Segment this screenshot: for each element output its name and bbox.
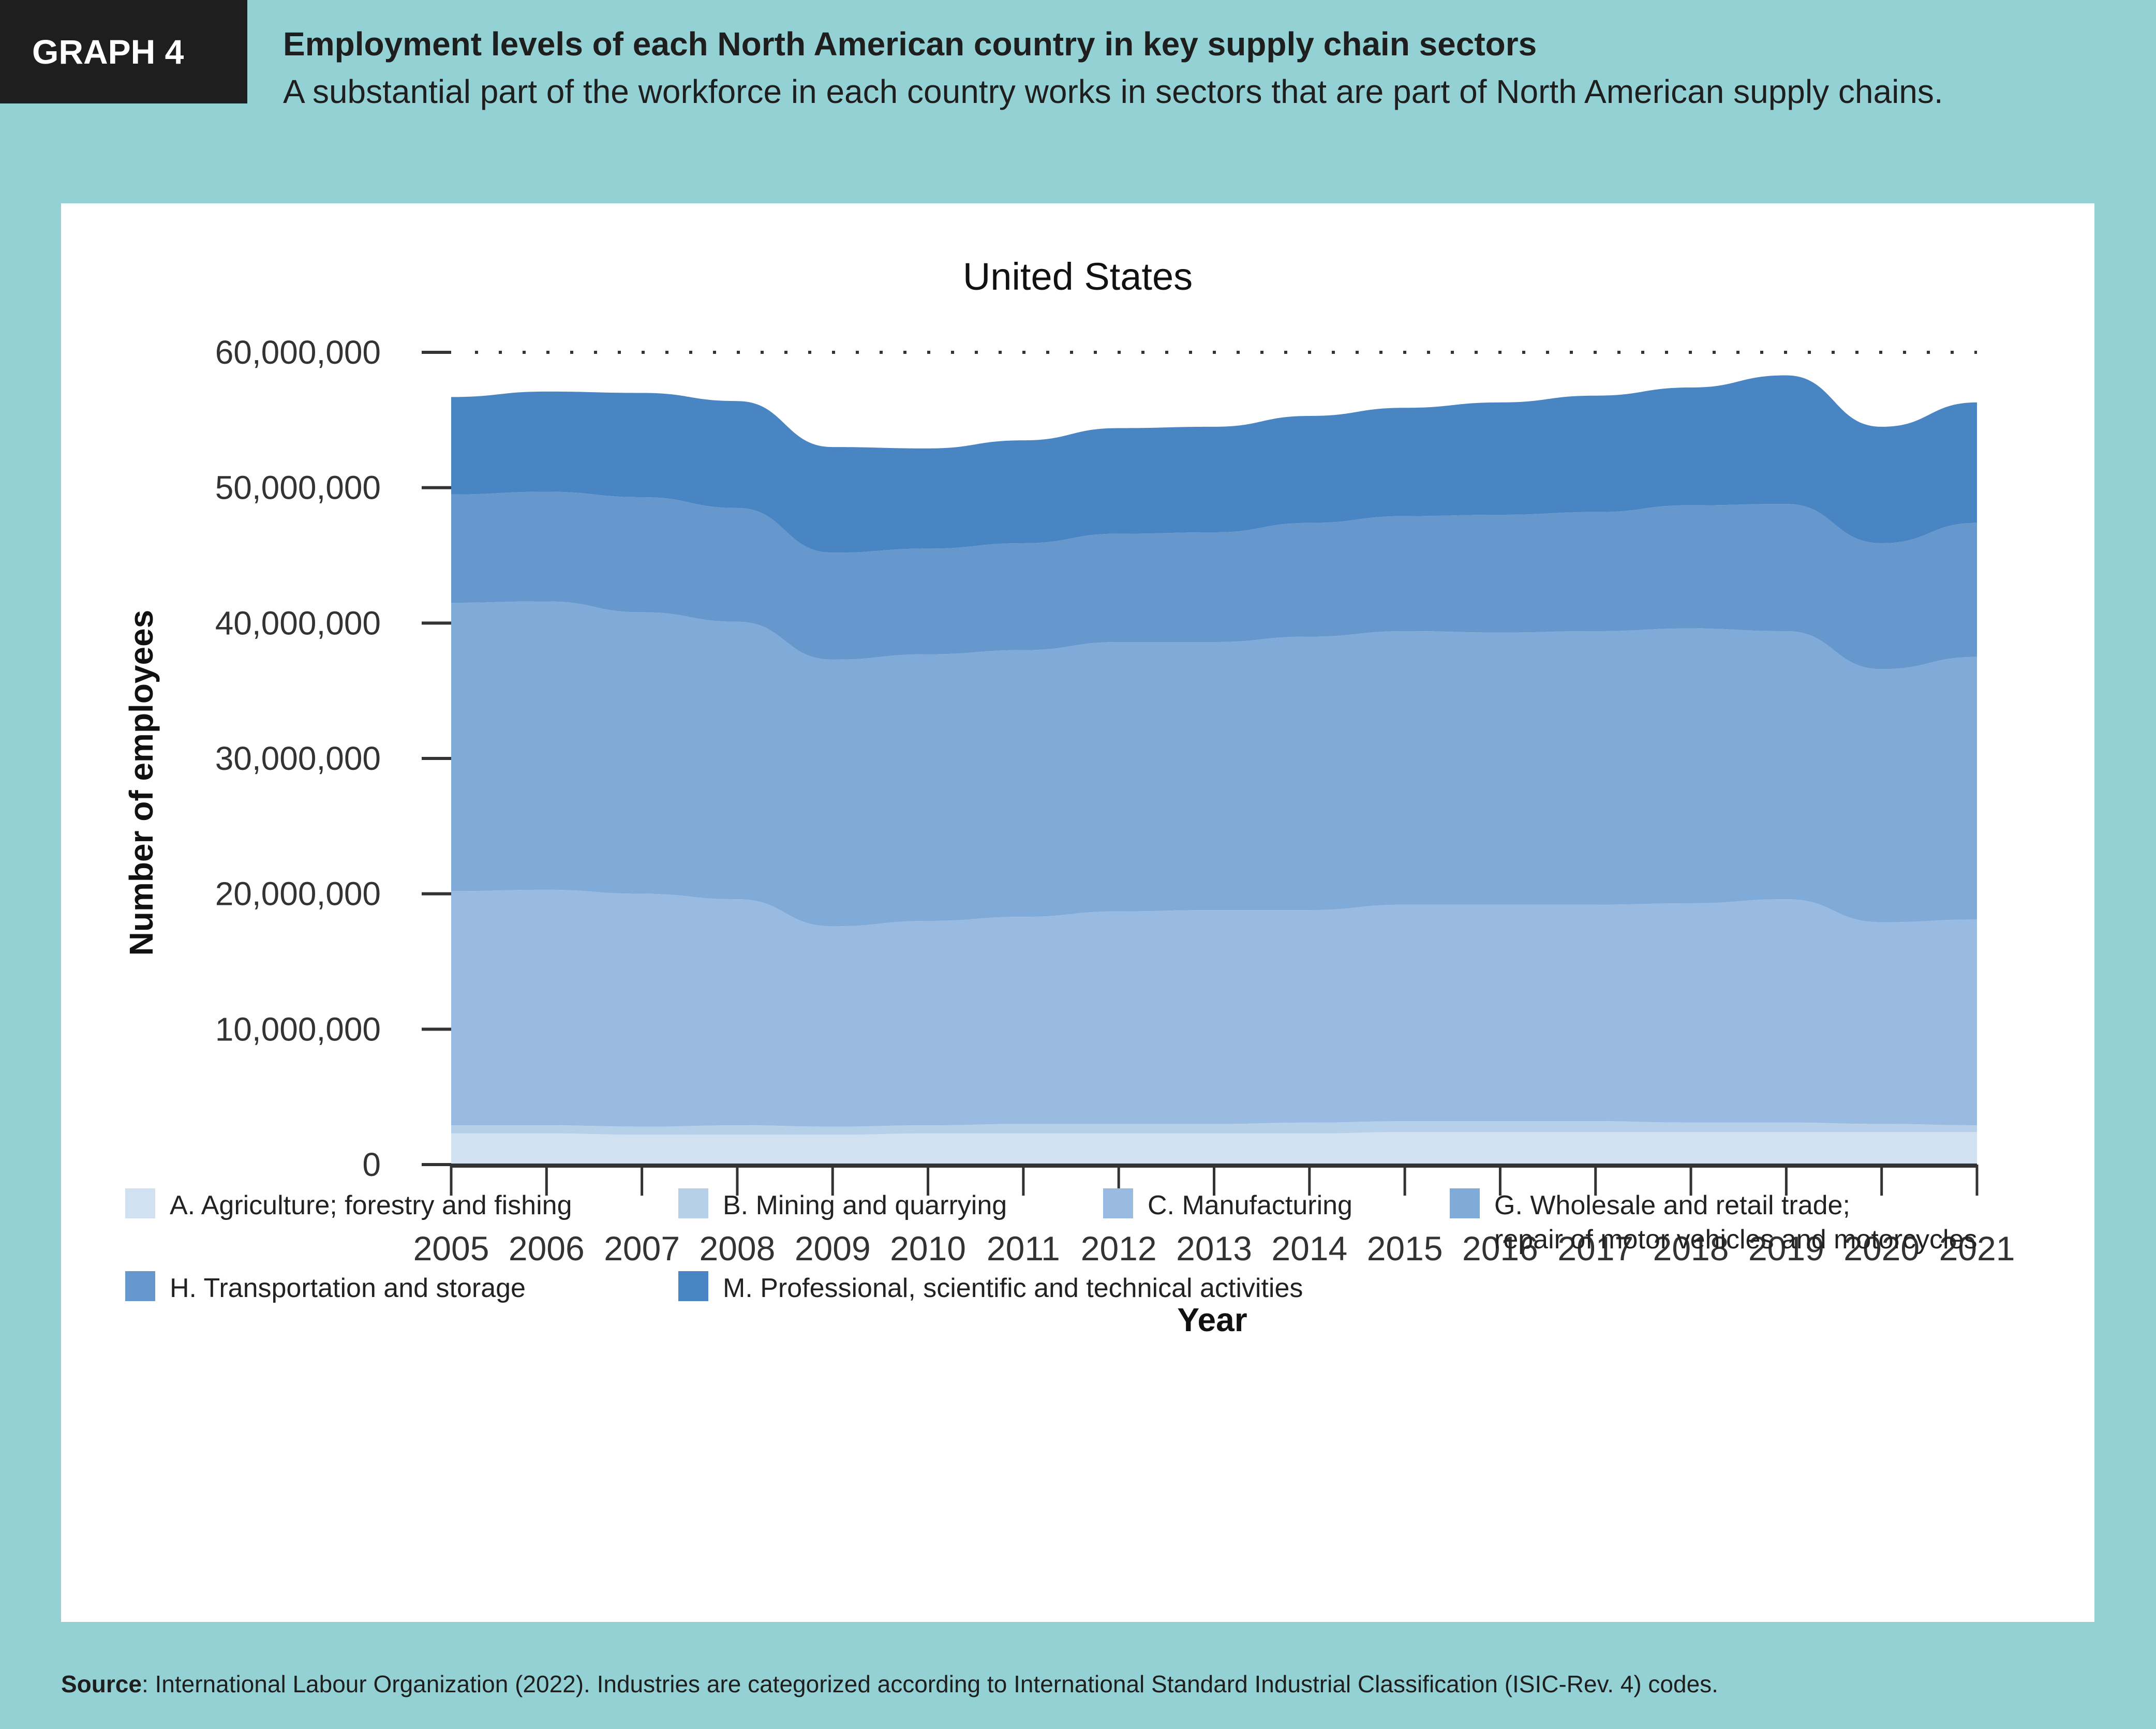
legend-swatch — [125, 1271, 155, 1301]
legend-item: C. Manufacturing — [1103, 1188, 1352, 1223]
y-tick-label: 10,000,000 — [215, 1010, 381, 1048]
legend-label: A. Agriculture; forestry and fishing — [170, 1190, 572, 1220]
area-series-5 — [451, 491, 1977, 669]
legend-swatch — [1450, 1188, 1480, 1218]
legend-item: B. Mining and quarrying — [678, 1188, 1007, 1223]
area-series-3 — [451, 889, 1977, 1127]
source-note: Source: International Labour Organizatio… — [61, 1670, 1718, 1698]
x-tick-label: 2006 — [509, 1229, 585, 1268]
y-tick-label: 20,000,000 — [215, 875, 381, 913]
x-tick-label: 2018 — [1653, 1229, 1729, 1268]
legend-label: H. Transportation and storage — [170, 1273, 526, 1303]
legend-swatch — [1103, 1188, 1133, 1218]
x-tick-label: 2019 — [1748, 1229, 1824, 1268]
x-tick-label: 2008 — [700, 1229, 776, 1268]
x-tick-label: 2013 — [1176, 1229, 1252, 1268]
x-tick-label: 2015 — [1367, 1229, 1443, 1268]
x-tick-label: 2014 — [1271, 1229, 1347, 1268]
source-text: : International Labour Organization (202… — [141, 1671, 1718, 1697]
y-tick-label: 60,000,000 — [215, 334, 381, 371]
y-axis-label: Number of employees — [123, 610, 160, 956]
legend-label: B. Mining and quarrying — [723, 1190, 1007, 1220]
graph-badge-label: GRAPH 4 — [32, 33, 184, 71]
legend-label: C. Manufacturing — [1148, 1190, 1352, 1220]
x-tick-label: 2010 — [890, 1229, 966, 1268]
x-tick-label: 2012 — [1081, 1229, 1157, 1268]
legend-swatch — [125, 1188, 155, 1218]
legend-label: M. Professional, scientific and technica… — [723, 1273, 1303, 1303]
x-tick-label: 2016 — [1462, 1229, 1538, 1268]
chart-title: United States — [963, 255, 1193, 298]
area-series-6 — [451, 375, 1977, 553]
area-series-4 — [451, 601, 1977, 927]
legend-item: M. Professional, scientific and technica… — [678, 1271, 1303, 1305]
legend-item: H. Transportation and storage — [125, 1271, 526, 1305]
graph-badge: GRAPH 4 — [0, 0, 247, 103]
legend-item: A. Agriculture; forestry and fishing — [125, 1188, 572, 1223]
y-tick-label: 30,000,000 — [215, 740, 381, 777]
y-tick-label: 50,000,000 — [215, 469, 381, 506]
area-series-1 — [451, 1132, 1977, 1165]
y-tick-label: 0 — [362, 1146, 381, 1183]
x-tick-label: 2011 — [987, 1229, 1060, 1268]
stacked-area-chart: United States 0 10,000,000 20,000,000 30,00… — [123, 255, 2015, 1338]
x-tick-label: 2017 — [1557, 1229, 1633, 1268]
area-series-2 — [451, 1121, 1977, 1135]
legend-item: G. Wholesale and retail trade; repair of … — [1450, 1188, 1977, 1257]
x-tick-label: 2009 — [795, 1229, 871, 1268]
x-tick-label: 2020 — [1843, 1229, 1920, 1268]
source-label: Source — [61, 1671, 142, 1697]
x-tick-label: 2007 — [604, 1229, 680, 1268]
chart-panel: United States 0 10,000,000 20,000,000 30,00… — [61, 203, 2094, 1622]
legend-swatch — [678, 1188, 708, 1218]
graph-subtitle: A substantial part of the workforce in e… — [283, 73, 1943, 110]
x-axis-label: Year — [1177, 1301, 1247, 1338]
x-tick-label: 2021 — [1939, 1229, 2015, 1268]
x-tick-label: 2005 — [413, 1229, 489, 1268]
legend-label: G. Wholesale and retail trade; repair of … — [1494, 1190, 1977, 1255]
graph-title: Employment levels of each North American… — [283, 25, 1537, 63]
legend-swatch — [678, 1271, 708, 1301]
y-tick-label: 40,000,000 — [215, 604, 381, 642]
